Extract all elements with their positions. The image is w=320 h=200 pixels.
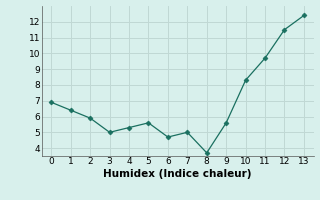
X-axis label: Humidex (Indice chaleur): Humidex (Indice chaleur) (103, 169, 252, 179)
